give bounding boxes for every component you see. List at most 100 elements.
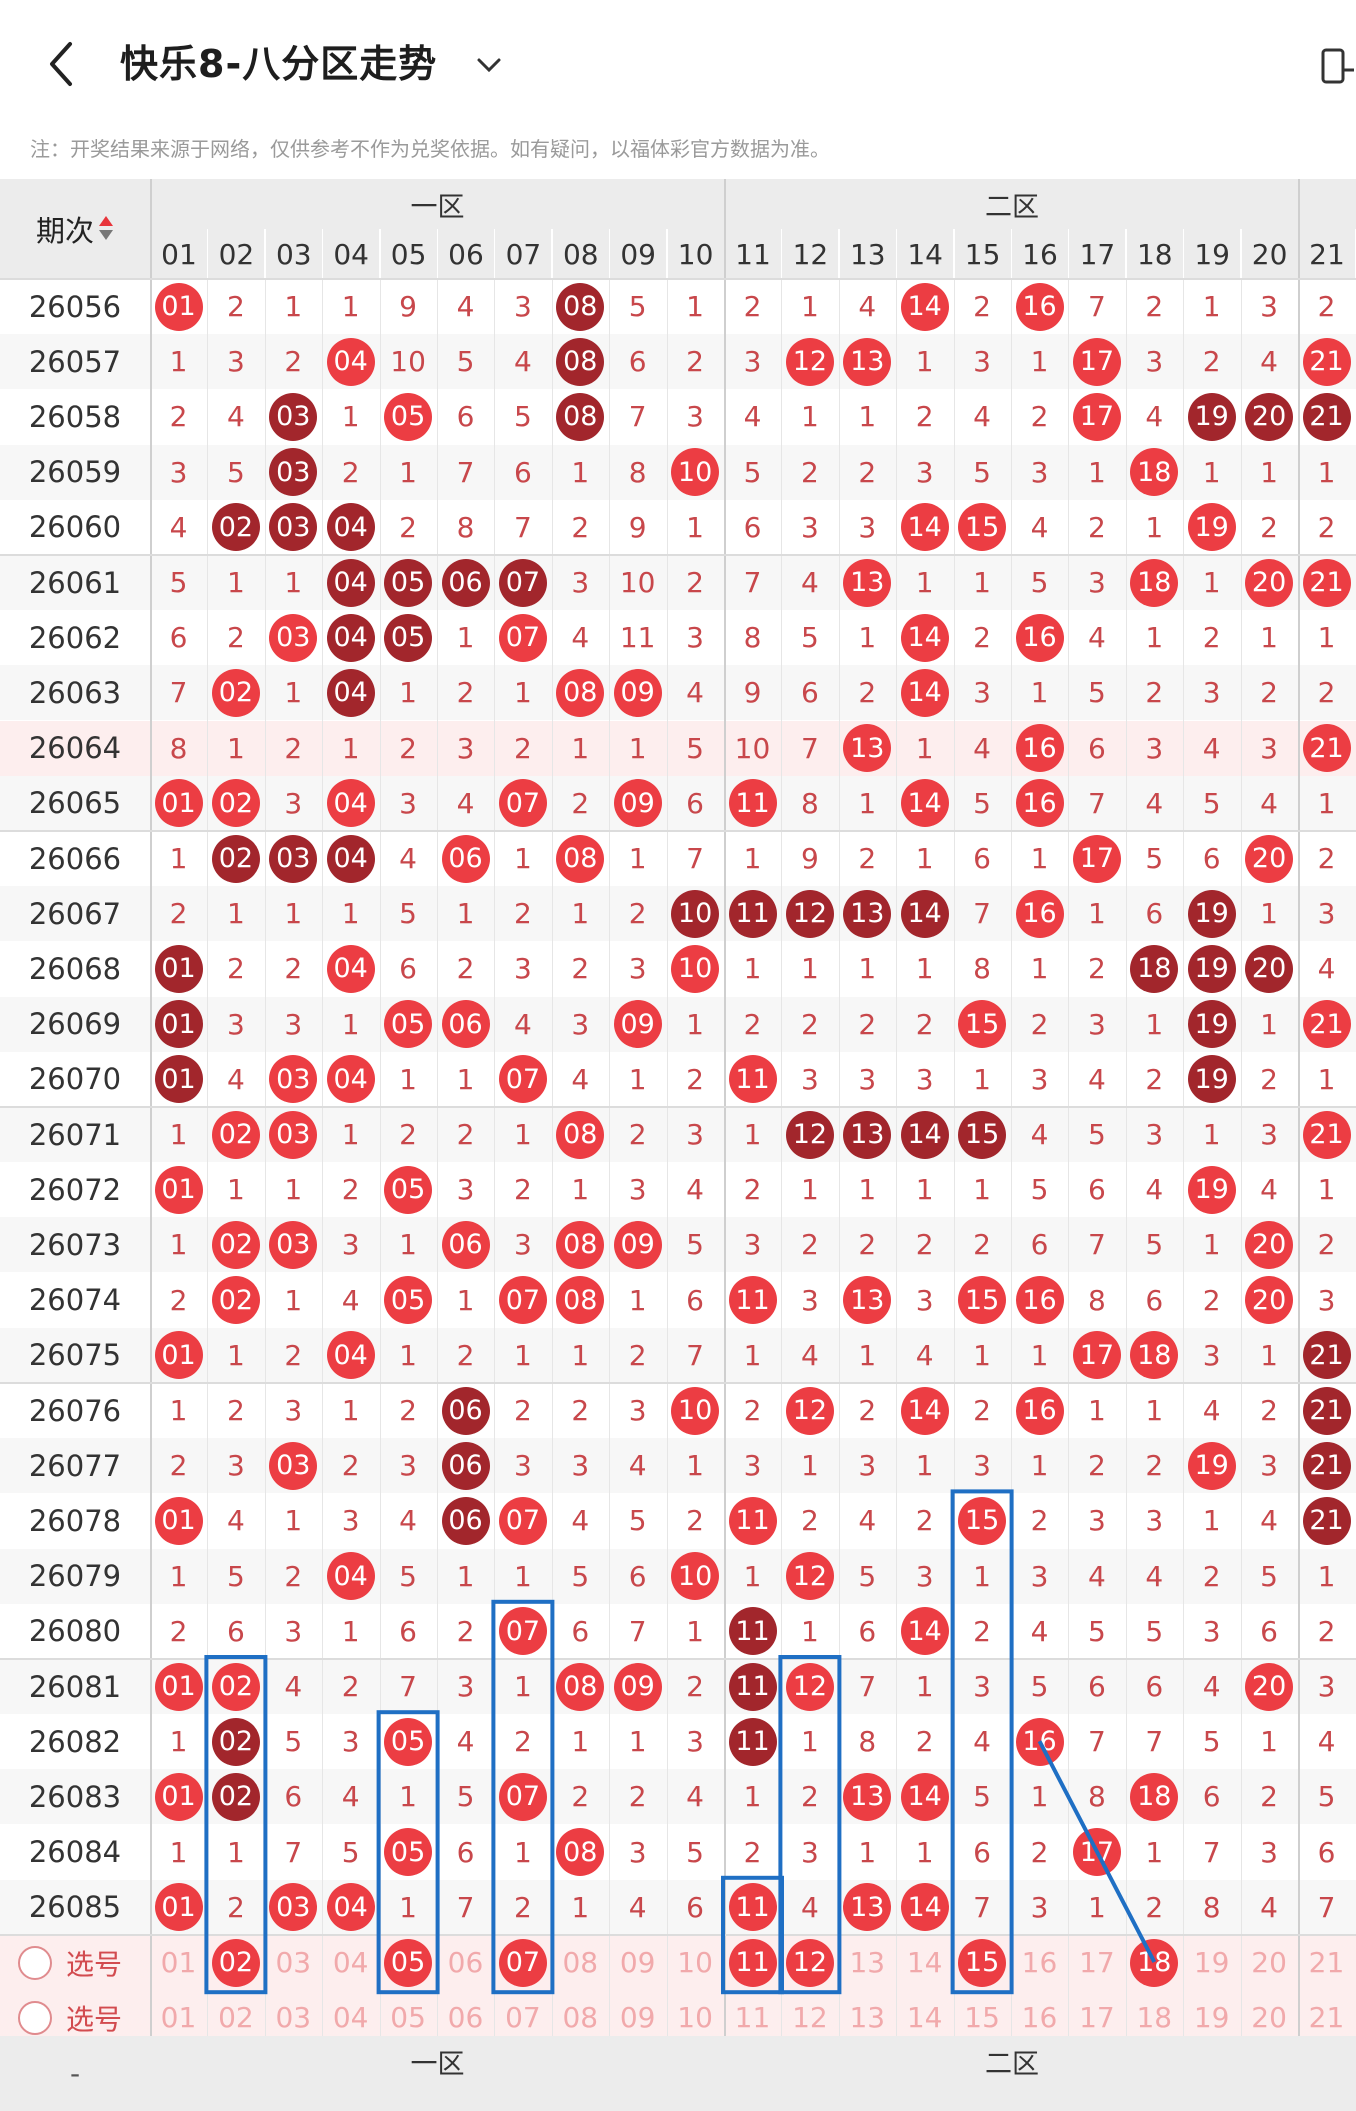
radio-icon[interactable]	[18, 1945, 52, 1980]
miss-count: 6	[1202, 1780, 1221, 1814]
select-number-20[interactable]: 20	[1251, 2001, 1287, 2035]
select-number-13[interactable]: 13	[849, 1946, 886, 1979]
selected-number-ball[interactable]: 05	[384, 1938, 433, 1987]
miss-count: 2	[1030, 1007, 1049, 1041]
selected-number-ball[interactable]: 18	[1130, 1938, 1179, 1987]
select-number-02[interactable]: 02	[218, 2001, 254, 2035]
selected-number-ball[interactable]: 07	[498, 1938, 547, 1987]
table-row: 26070 01 4 03 04 1 1 07 4 1 2 11 3 3 3 1 3 4 2 19 2 1	[0, 1052, 1356, 1107]
miss-count: 5	[1087, 1614, 1106, 1648]
miss-count: 3	[1260, 731, 1278, 765]
select-number-21[interactable]: 21	[1308, 2001, 1345, 2035]
miss-count: 1	[915, 566, 934, 599]
select-number-16[interactable]: 16	[1021, 2001, 1058, 2035]
select-number-03[interactable]: 03	[275, 2001, 312, 2035]
select-number-19[interactable]: 19	[1193, 1946, 1230, 1979]
selected-number-ball[interactable]: 02	[211, 1938, 260, 1987]
select-number-10[interactable]: 10	[677, 1946, 713, 1979]
drawn-number-ball: 12	[781, 1107, 838, 1162]
select-number-16[interactable]: 16	[1021, 1946, 1058, 1979]
select-number-11[interactable]: 11	[734, 2001, 771, 2035]
number-ball: 14	[900, 1772, 949, 1821]
select-number-04[interactable]: 04	[332, 2001, 369, 2035]
select-label[interactable]: 选号	[18, 1935, 122, 1990]
select-number-02[interactable]: 02	[207, 1935, 264, 1990]
select-number-15[interactable]: 15	[954, 1935, 1011, 1990]
miss-count: 2	[1145, 290, 1164, 323]
miss-count: 2	[915, 1725, 934, 1759]
drawn-number-ball: 01	[150, 1328, 207, 1383]
miss-count: 3	[973, 1670, 991, 1703]
period-header[interactable]: 期次	[0, 179, 150, 279]
number-ball: 05	[384, 392, 433, 441]
select-number-06[interactable]: 06	[447, 1946, 484, 1979]
miss-count: 1	[284, 676, 303, 710]
select-number-08[interactable]: 08	[562, 2001, 599, 2035]
select-number-10[interactable]: 10	[677, 2001, 713, 2035]
select-number-14[interactable]: 14	[906, 2001, 943, 2035]
miss-count: 2	[513, 897, 532, 931]
select-number-20[interactable]: 20	[1251, 1946, 1287, 1979]
rotate-screen-icon[interactable]	[1320, 44, 1356, 88]
drawn-number-ball: 05	[380, 555, 437, 610]
select-number-11[interactable]: 11	[724, 1935, 781, 1990]
select-number-03[interactable]: 03	[275, 1946, 312, 1979]
miss-count: 4	[341, 1780, 360, 1814]
select-number-07[interactable]: 07	[505, 2001, 541, 2035]
select-number-12[interactable]: 12	[792, 2001, 828, 2035]
selected-number-ball[interactable]: 11	[728, 1938, 777, 1987]
drawn-number-ball: 01	[150, 1052, 207, 1107]
miss-count: 10	[390, 345, 426, 379]
selected-number-ball[interactable]: 15	[958, 1938, 1007, 1987]
miss-count: 1	[571, 1890, 590, 1924]
select-number-09[interactable]: 09	[619, 2001, 656, 2035]
select-number-05[interactable]: 05	[380, 1935, 437, 1990]
radio-icon[interactable]	[18, 2000, 52, 2035]
miss-count: 3	[1145, 1118, 1164, 1151]
select-number-19[interactable]: 19	[1193, 2001, 1230, 2035]
page-title[interactable]: 快乐8-八分区走势	[120, 42, 438, 86]
miss-count: 2	[800, 1228, 819, 1262]
drawn-number-ball: 02	[207, 1107, 264, 1162]
select-number-12[interactable]: 12	[781, 1935, 838, 1990]
back-chevron-left-icon[interactable]	[40, 38, 84, 90]
miss-count: 5	[1145, 842, 1164, 875]
select-number-06[interactable]: 06	[447, 2001, 484, 2035]
miss-count: 2	[1317, 290, 1336, 323]
group-divider	[0, 1382, 1356, 1384]
miss-count: 1	[1317, 1062, 1336, 1096]
number-ball: 07	[498, 558, 547, 607]
select-number-01[interactable]: 01	[160, 1946, 197, 1979]
select-number-01[interactable]: 01	[160, 2001, 197, 2035]
miss-count: 1	[1087, 1394, 1106, 1427]
select-number-17[interactable]: 17	[1079, 1946, 1115, 1979]
select-number-08[interactable]: 08	[562, 1946, 599, 1979]
select-number-18[interactable]: 18	[1126, 1935, 1183, 1990]
column-divider	[1240, 279, 1242, 2046]
select-number-14[interactable]: 14	[906, 1946, 943, 1979]
miss-count: 2	[1260, 1780, 1278, 1814]
number-ball: 18	[1130, 448, 1179, 497]
select-number-05[interactable]: 05	[390, 2001, 426, 2035]
select-number-18[interactable]: 18	[1136, 2001, 1173, 2035]
select-number-13[interactable]: 13	[849, 2001, 886, 2035]
miss-count: 3	[284, 786, 303, 820]
column-divider	[1125, 279, 1127, 2046]
select-label[interactable]: 选号	[18, 1990, 122, 2045]
select-number-21[interactable]: 21	[1308, 1946, 1345, 1979]
select-number-09[interactable]: 09	[619, 1946, 656, 1979]
column-divider	[781, 279, 783, 2046]
sort-icon[interactable]	[98, 214, 114, 244]
miss-count: 4	[456, 1725, 475, 1759]
chevron-down-icon[interactable]	[474, 50, 504, 80]
select-number-15[interactable]: 15	[964, 2001, 1000, 2035]
number-ball: 02	[211, 503, 260, 552]
miss-count: 10	[619, 566, 656, 599]
select-number-04[interactable]: 04	[332, 1946, 369, 1979]
select-number-17[interactable]: 17	[1079, 2001, 1115, 2035]
number-ball: 09	[613, 779, 662, 828]
number-ball: 09	[613, 1000, 662, 1049]
selected-number-ball[interactable]: 12	[785, 1938, 834, 1987]
period-number: 26065	[28, 786, 122, 821]
select-number-07[interactable]: 07	[494, 1935, 551, 1990]
